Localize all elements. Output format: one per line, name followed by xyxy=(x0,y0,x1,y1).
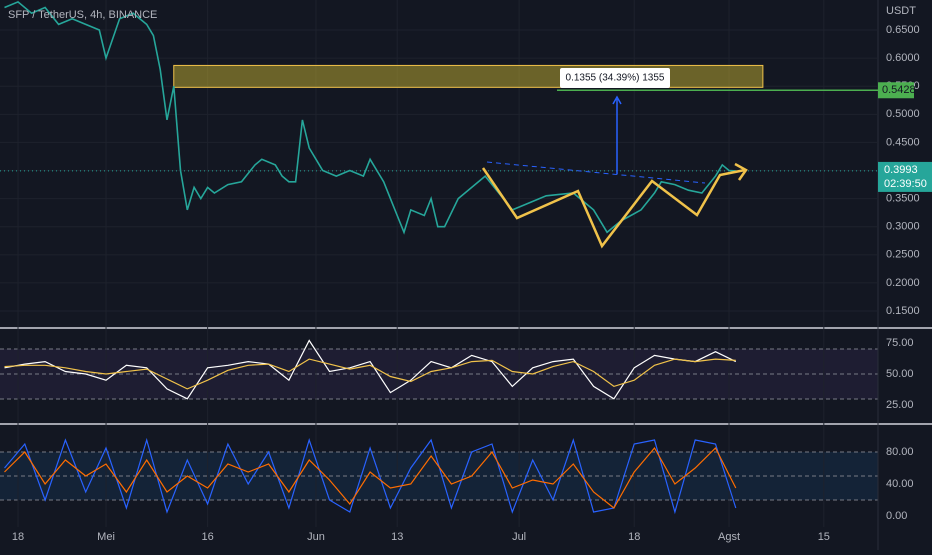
series-line xyxy=(4,358,736,390)
x-tick-label: 15 xyxy=(818,531,830,543)
zone-layer xyxy=(173,64,764,88)
y-tick-label: 0.3500 xyxy=(886,193,920,205)
y-tick-label: 0.5000 xyxy=(886,108,920,120)
x-tick-label: 13 xyxy=(391,531,403,543)
x-tick-label: Mei xyxy=(97,531,115,543)
currency: USDT xyxy=(886,5,916,17)
neckline xyxy=(486,161,706,184)
y-tick-label: 40.00 xyxy=(886,478,914,490)
x-tick-label: 18 xyxy=(628,531,640,543)
series-line xyxy=(4,446,737,509)
y-tick-label: 0.4500 xyxy=(886,136,920,148)
y-tick-label: 0.6500 xyxy=(886,24,920,36)
y-tick-label: 80.00 xyxy=(886,446,914,458)
drawings xyxy=(481,95,748,249)
x-tick-label: Agst xyxy=(718,531,740,543)
series-line xyxy=(4,339,737,400)
pattern-line xyxy=(481,167,746,249)
y-tick-label: 25.00 xyxy=(886,399,914,411)
last-price-box xyxy=(878,161,932,192)
measure-label: 0.1355 (34.39%) 1355 xyxy=(566,73,665,84)
y-tick-label: 0.2000 xyxy=(886,277,920,289)
x-tick-label: Jul xyxy=(512,531,526,543)
pattern-arrow xyxy=(734,162,748,181)
y-tick-label: 75.00 xyxy=(886,337,914,349)
band-lines xyxy=(0,348,878,501)
target-box xyxy=(878,82,914,99)
x-tick-label: 18 xyxy=(12,531,24,543)
measure-box xyxy=(560,68,670,88)
series-line xyxy=(4,0,736,235)
y-tick-label: 0.1500 xyxy=(886,305,920,317)
y-tick-label: 50.00 xyxy=(886,368,914,380)
label-layer: 18Mei16Jun13Jul18Agst150.65000.60000.550… xyxy=(12,24,932,543)
line-layer xyxy=(0,0,878,515)
y-tick-label: 0.00 xyxy=(886,510,907,522)
x-tick-label: Jun xyxy=(307,531,325,543)
target-label: 0.5428 xyxy=(882,84,916,96)
stoch-band xyxy=(0,452,878,500)
resistance-zone xyxy=(173,64,764,88)
rsi-band xyxy=(0,349,878,399)
y-tick-label: 0.6000 xyxy=(886,52,920,64)
chart-title: SFP / TetherUS, 4h, BINANCE xyxy=(8,9,157,21)
countdown-label: 02:39:50 xyxy=(884,178,927,190)
measure-arrowhead xyxy=(612,95,622,105)
x-tick-label: 16 xyxy=(201,531,213,543)
y-tick-label: 0.2500 xyxy=(886,249,920,261)
last-price-label: 0.3993 xyxy=(884,164,918,176)
y-tick-label: 0.3000 xyxy=(886,221,920,233)
